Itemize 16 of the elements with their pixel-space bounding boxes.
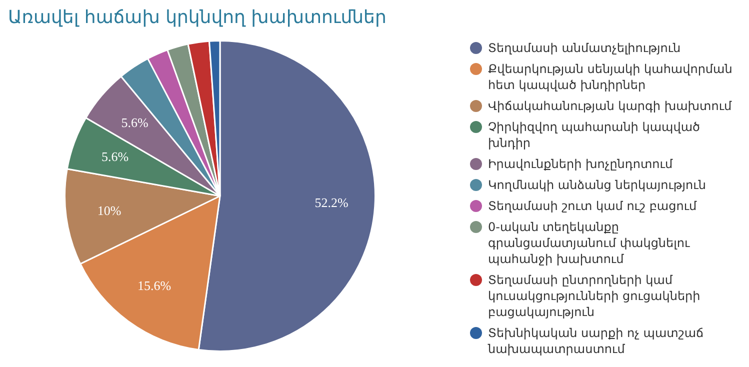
- data-label: 5.6%: [102, 148, 129, 164]
- legend-label: Վիճակահանության կարգի խախտում: [488, 98, 732, 114]
- legend-label: Կողմնակի անձանց ներկայություն: [488, 177, 706, 193]
- chart-title: Առավել հաճախ կրկնվող խախտումներ: [8, 7, 386, 28]
- legend-label: Տեխնիկական սարքի ոչ պատշաճ նախապատրաստում: [488, 325, 705, 357]
- legend-label: Տեղամասի ընտրողների կամ կուսակցությունների ցուցակների բացակայություն: [488, 272, 702, 320]
- legend-label: 0-ական տեղեկանքը գրանցամատյանում փակցնելու պահանջի խախտում: [488, 219, 691, 267]
- data-label: 15.6%: [138, 278, 172, 293]
- legend-label: Քվեարկության սենյակի կահավորման հետ կապված խնդիրներ: [488, 61, 734, 93]
- data-label: 10%: [97, 202, 122, 218]
- legend-label: Տեղամասի շուտ կամ ուշ բացում: [488, 198, 697, 214]
- legend-label: Տեղամասի անմատչելիություն: [488, 40, 681, 56]
- data-label: 52.2%: [314, 195, 348, 210]
- legend-label: Չիրկիզվող պահարանի կապված խնդիր: [488, 119, 701, 151]
- legend-label: Իրավունքների խոչընդոտում: [488, 156, 673, 172]
- data-label: 5.6%: [121, 115, 148, 130]
